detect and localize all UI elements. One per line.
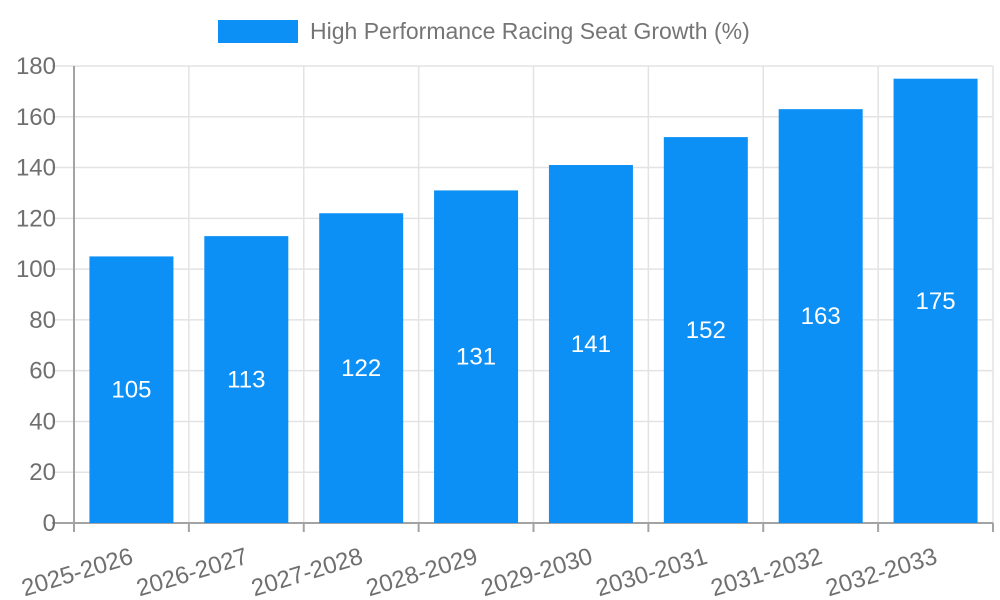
legend-label: High Performance Racing Seat Growth (%) [310, 18, 750, 44]
bar-2032-2033[interactable] [893, 78, 978, 523]
y-tick-label: 0 [43, 510, 56, 537]
x-tick-label: 2030-2031 [593, 543, 711, 600]
bar-value-label: 105 [111, 377, 151, 404]
bar-value-label: 131 [456, 344, 496, 371]
chart-legend[interactable]: High Performance Racing Seat Growth (%) [218, 19, 750, 44]
bar-2027-2028[interactable] [319, 213, 404, 523]
x-tick-label: 2026-2027 [133, 543, 251, 600]
y-tick-label: 120 [16, 205, 56, 232]
y-tick-label: 100 [16, 256, 56, 283]
bar-2026-2027[interactable] [204, 236, 289, 523]
x-tick-label: 2032-2033 [823, 543, 941, 600]
legend-swatch [218, 20, 298, 43]
bar-value-label: 113 [227, 367, 265, 394]
y-tick-label: 40 [29, 408, 56, 435]
x-tick-label: 2031-2032 [708, 543, 826, 600]
bar-2025-2026[interactable] [89, 256, 174, 523]
bar-2028-2029[interactable] [434, 190, 519, 523]
y-tick-label: 180 [16, 53, 56, 80]
y-tick-label: 80 [29, 307, 56, 334]
bar-value-label: 152 [686, 317, 726, 344]
bar-value-label: 141 [571, 331, 611, 358]
x-tick-label: 2029-2030 [478, 543, 596, 600]
bar-value-label: 122 [341, 355, 381, 382]
bar-2029-2030[interactable] [548, 165, 633, 523]
x-tick-label: 2025-2026 [19, 543, 137, 600]
x-tick-label: 2028-2029 [363, 543, 481, 600]
bar-value-label: 163 [801, 303, 841, 330]
y-tick-label: 160 [16, 104, 56, 131]
bar-2030-2031[interactable] [663, 137, 748, 524]
bar-value-label: 175 [916, 288, 956, 315]
y-tick-label: 60 [29, 358, 56, 385]
y-tick-label: 20 [29, 459, 56, 486]
bar-2031-2032[interactable] [778, 109, 863, 524]
x-tick-label: 2027-2028 [248, 543, 366, 600]
y-tick-label: 140 [16, 155, 56, 182]
